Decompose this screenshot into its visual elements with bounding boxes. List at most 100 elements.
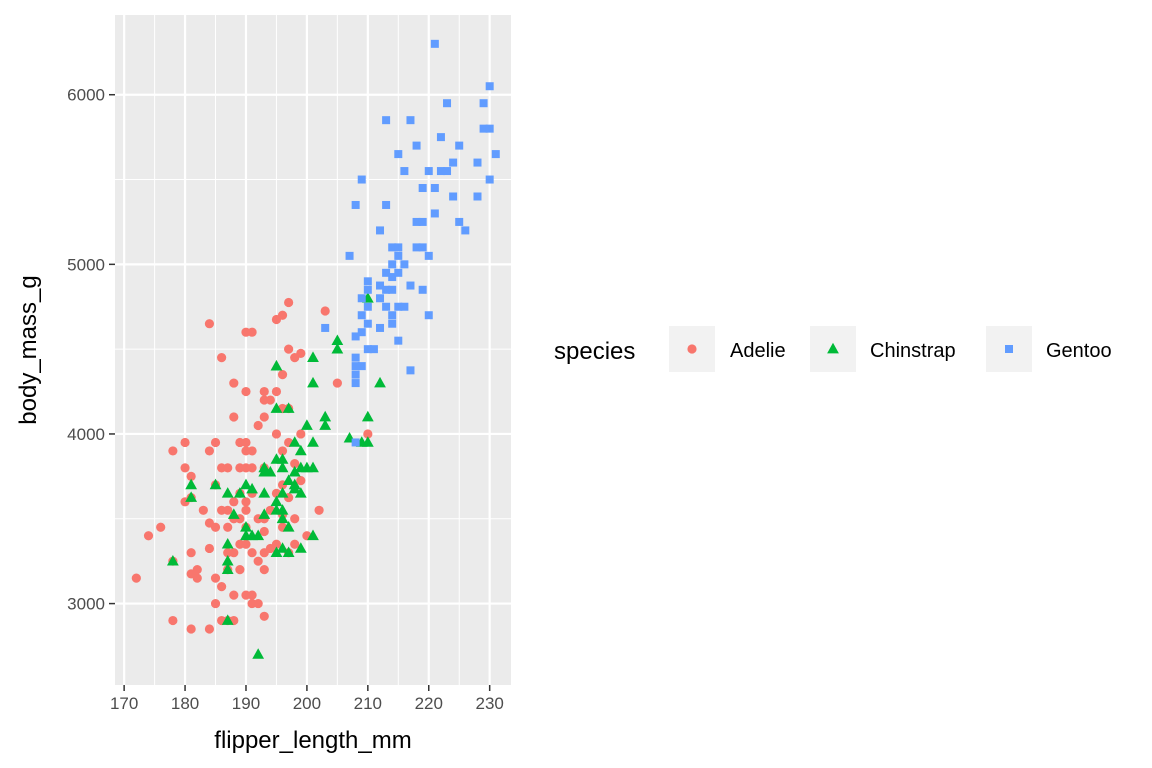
point-adelie [210, 573, 221, 583]
legend-label-gentoo: Gentoo [1046, 340, 1112, 362]
point-gentoo [406, 281, 415, 290]
point-adelie [277, 310, 288, 320]
x-axis-title: flipper_length_mm [214, 727, 411, 754]
point-chinstrap [258, 461, 271, 473]
point-gentoo [376, 294, 385, 303]
point-gentoo [388, 311, 397, 320]
plot-panel [115, 15, 511, 685]
point-gentoo [424, 311, 433, 320]
point-adelie [229, 590, 239, 600]
point-gentoo [479, 124, 488, 133]
y-tick-label: 4000 [67, 425, 105, 444]
y-axis-title: body_mass_g [15, 275, 42, 424]
point-chinstrap [361, 436, 374, 447]
point-gentoo [351, 379, 360, 388]
legend-marker-chinstrap [827, 342, 839, 354]
point-chinstrap [270, 546, 283, 558]
point-adelie [253, 556, 263, 566]
point-adelie [241, 386, 251, 397]
point-gentoo [363, 285, 372, 294]
point-gentoo [351, 438, 360, 447]
data-points [131, 39, 500, 659]
point-gentoo [430, 209, 439, 218]
point-chinstrap [221, 487, 234, 498]
point-adelie [217, 582, 227, 592]
point-gentoo [400, 302, 409, 311]
point-chinstrap [185, 478, 198, 490]
point-adelie [277, 369, 288, 380]
point-adelie [259, 386, 269, 397]
point-chinstrap [270, 495, 283, 507]
point-adelie [192, 573, 202, 583]
point-adelie [217, 353, 227, 363]
point-gentoo [321, 323, 330, 332]
point-gentoo [485, 82, 494, 91]
point-gentoo [382, 285, 391, 294]
point-chinstrap [246, 482, 258, 494]
point-adelie [247, 548, 257, 558]
point-gentoo [449, 158, 458, 167]
point-chinstrap [276, 504, 289, 515]
point-gentoo [376, 281, 385, 290]
point-chinstrap [264, 465, 277, 477]
point-gentoo [388, 319, 397, 328]
point-gentoo [412, 141, 421, 150]
point-adelie [204, 446, 215, 456]
point-chinstrap [252, 648, 265, 659]
point-adelie [296, 476, 306, 486]
point-adelie [296, 429, 306, 439]
point-gentoo [418, 184, 427, 193]
point-adelie [271, 539, 282, 549]
point-gentoo [388, 243, 397, 252]
y-tick-label: 3000 [67, 595, 105, 614]
point-gentoo [357, 362, 366, 371]
point-chinstrap [331, 342, 344, 354]
point-chinstrap [276, 542, 289, 553]
point-chinstrap [258, 508, 271, 519]
point-adelie [180, 437, 190, 448]
point-chinstrap [361, 410, 374, 422]
point-chinstrap [270, 359, 283, 371]
point-adelie [296, 348, 306, 358]
point-chinstrap [307, 376, 319, 388]
point-chinstrap [294, 444, 307, 456]
point-adelie [210, 522, 221, 532]
point-gentoo [394, 268, 403, 277]
point-adelie [229, 497, 239, 507]
point-gentoo [376, 323, 385, 332]
point-gentoo [400, 260, 409, 269]
point-gentoo [363, 302, 372, 311]
point-chinstrap [221, 554, 234, 566]
point-adelie [186, 624, 196, 634]
point-adelie [156, 522, 166, 532]
point-gentoo [406, 116, 415, 125]
point-chinstrap [288, 436, 301, 447]
point-chinstrap [276, 461, 289, 473]
point-gentoo [461, 226, 470, 235]
point-adelie [180, 463, 190, 473]
point-chinstrap [276, 487, 289, 498]
point-gentoo [406, 366, 415, 375]
point-adelie [223, 522, 233, 532]
point-adelie [247, 446, 257, 456]
x-tick-label: 200 [293, 694, 321, 713]
point-gentoo [430, 39, 439, 48]
minor-gridlines [115, 15, 511, 685]
point-adelie [290, 514, 300, 524]
point-adelie [271, 386, 282, 397]
point-chinstrap [234, 487, 246, 498]
point-adelie [277, 446, 288, 456]
point-gentoo [412, 243, 421, 252]
point-gentoo [382, 116, 391, 125]
point-chinstrap [276, 512, 289, 524]
point-chinstrap [307, 351, 319, 362]
point-adelie [186, 471, 196, 481]
x-tick-label: 220 [415, 694, 443, 713]
point-chinstrap [227, 508, 240, 519]
point-chinstrap [221, 614, 234, 625]
point-chinstrap [270, 402, 283, 413]
point-gentoo [351, 332, 360, 341]
x-tick-label: 180 [171, 694, 199, 713]
point-gentoo [436, 133, 445, 142]
point-adelie [241, 505, 251, 515]
